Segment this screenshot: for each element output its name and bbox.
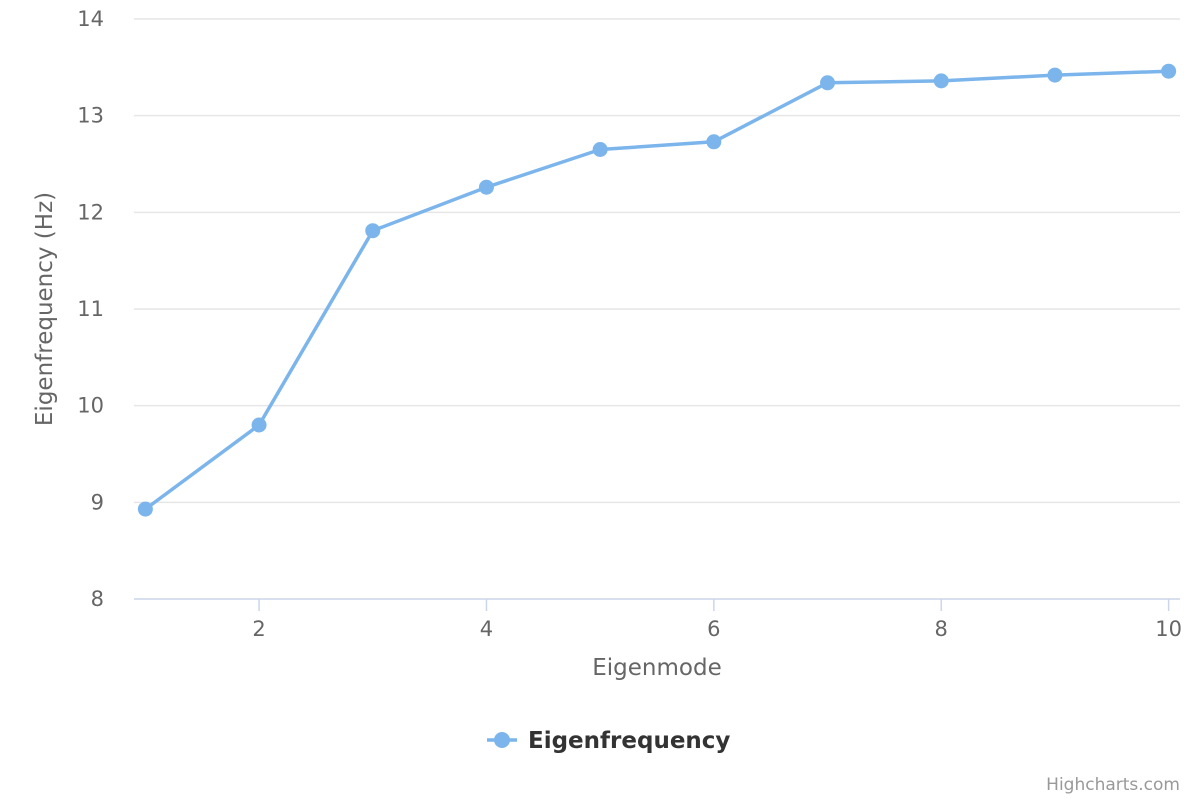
series-group xyxy=(137,63,1177,517)
y-tick-label-13: 13 xyxy=(77,104,104,128)
data-point-5[interactable] xyxy=(592,142,608,157)
x-axis-title: Eigenmode xyxy=(592,655,721,681)
data-point-7[interactable] xyxy=(820,75,836,91)
data-point-3[interactable] xyxy=(365,223,381,239)
y-tick-label-14: 14 xyxy=(77,7,104,31)
legend[interactable]: Eigenfrequency xyxy=(487,728,730,754)
data-point-6[interactable] xyxy=(706,134,722,150)
x-tick-label-6: 6 xyxy=(707,617,720,641)
data-point-2[interactable] xyxy=(251,417,267,433)
credits-link[interactable]: Highcharts.com xyxy=(1046,775,1180,795)
x-axis-ticks xyxy=(258,599,1170,611)
x-axis-tick-labels: 2 4 6 8 10 xyxy=(252,617,1182,641)
legend-marker[interactable] xyxy=(494,732,510,748)
y-axis-tick-labels: 8 9 10 11 12 13 14 xyxy=(77,7,104,611)
series-line xyxy=(143,69,1171,511)
x-tick-label-2: 2 xyxy=(252,617,265,641)
data-point-9[interactable] xyxy=(1047,67,1063,83)
y-tick-label-9: 9 xyxy=(91,490,104,514)
y-tick-label-11: 11 xyxy=(77,297,104,321)
x-tick-label-10: 10 xyxy=(1155,617,1182,641)
y-tick-label-8: 8 xyxy=(91,587,104,611)
data-point-4[interactable] xyxy=(478,179,494,195)
x-tick-label-4: 4 xyxy=(480,617,493,641)
legend-label[interactable]: Eigenfrequency xyxy=(528,728,730,754)
grid-lines xyxy=(134,18,1180,504)
y-tick-label-10: 10 xyxy=(77,394,104,418)
x-tick-label-8: 8 xyxy=(935,617,948,641)
data-point-8[interactable] xyxy=(933,73,949,89)
y-tick-label-12: 12 xyxy=(77,200,104,224)
data-point-1[interactable] xyxy=(137,501,153,517)
data-point-10[interactable] xyxy=(1161,63,1177,79)
y-axis-title: Eigenfrequency (Hz) xyxy=(32,192,58,426)
